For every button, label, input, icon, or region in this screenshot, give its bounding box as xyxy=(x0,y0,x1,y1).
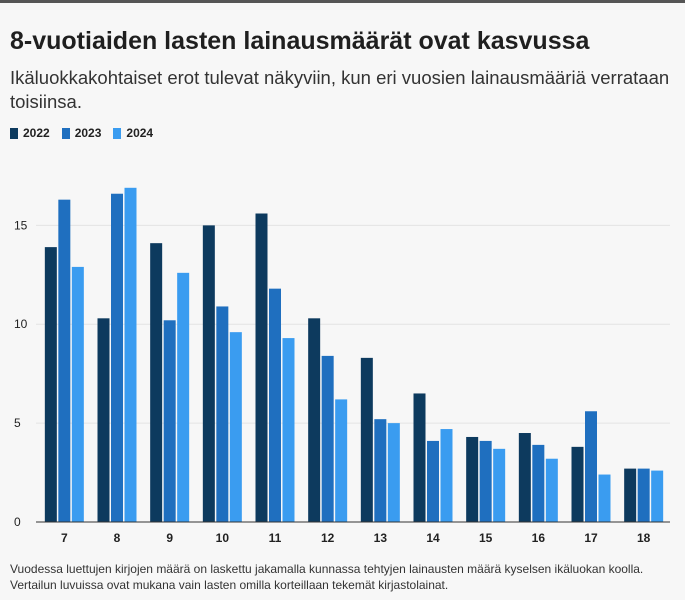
legend-label: 2024 xyxy=(126,126,154,140)
y-tick-label: 5 xyxy=(14,416,21,430)
x-tick-label: 10 xyxy=(216,531,230,545)
bar-2023-15 xyxy=(479,440,492,522)
x-tick-label: 17 xyxy=(584,531,598,545)
legend-item-2024: 2024 xyxy=(113,126,153,140)
bar-2024-17 xyxy=(598,474,611,522)
legend-label: 2023 xyxy=(74,126,102,140)
x-tick-label: 9 xyxy=(166,531,173,545)
x-tick-label: 16 xyxy=(532,531,546,545)
y-tick-label: 0 xyxy=(14,515,21,529)
bar-2022-16 xyxy=(518,433,531,522)
x-tick-label: 7 xyxy=(61,531,68,545)
bar-2023-8 xyxy=(111,193,123,522)
legend-item-2022: 2022 xyxy=(10,126,50,140)
bar-2022-9 xyxy=(150,243,163,522)
chart-legend: 2022 2023 2024 xyxy=(10,126,153,140)
bar-2024-10 xyxy=(229,332,242,522)
x-tick-label: 13 xyxy=(374,531,388,545)
legend-swatch xyxy=(10,127,18,139)
bar-2024-11 xyxy=(282,338,295,522)
legend-swatch xyxy=(61,127,70,139)
bar-2024-14 xyxy=(440,429,453,522)
bar-2024-8 xyxy=(124,187,137,522)
chart-footnote: Vuodessa luettujen kirjojen määrä on las… xyxy=(10,562,644,592)
bar-2024-12 xyxy=(335,399,348,522)
bar-2022-13 xyxy=(360,357,373,522)
bar-2022-10 xyxy=(202,225,215,522)
legend-swatch xyxy=(113,127,122,139)
y-tick-label: 15 xyxy=(14,218,28,232)
bar-chart: 0 5 10 15 7 8 9 10 11 12 13 14 15 16 17 18 xyxy=(14,187,670,545)
bar-2023-13 xyxy=(374,419,387,522)
bar-2024-13 xyxy=(387,423,400,522)
bar-2022-15 xyxy=(466,436,479,522)
bar-2022-14 xyxy=(413,393,426,522)
bar-2022-12 xyxy=(308,318,321,522)
bar-2023-14 xyxy=(427,440,439,522)
bar-2023-11 xyxy=(269,288,281,522)
bar-2022-7 xyxy=(44,247,57,522)
bar-2024-15 xyxy=(493,448,506,522)
x-tick-label: 15 xyxy=(479,531,493,545)
bar-2022-17 xyxy=(571,446,584,522)
bar-2022-18 xyxy=(624,468,637,522)
x-tick-label: 8 xyxy=(114,531,121,545)
x-tick-label: 14 xyxy=(426,531,440,545)
bar-2022-8 xyxy=(97,318,110,522)
bar-2023-9 xyxy=(163,320,176,522)
legend-label: 2022 xyxy=(23,126,50,140)
legend-item-2023: 2023 xyxy=(61,126,102,140)
y-tick-label: 10 xyxy=(14,317,28,331)
bar-2023-18 xyxy=(637,468,650,522)
bar-2023-16 xyxy=(532,444,545,522)
chart-title: 8-vuotiaiden lasten lainausmäärät ovat k… xyxy=(10,27,590,55)
bar-2024-18 xyxy=(651,470,664,522)
top-bar xyxy=(0,0,685,3)
x-tick-label: 11 xyxy=(269,531,282,545)
bar-2023-10 xyxy=(216,306,229,522)
bar-2023-12 xyxy=(321,355,334,522)
bar-2024-7 xyxy=(71,266,84,522)
x-tick-label: 18 xyxy=(637,531,651,545)
bar-2024-16 xyxy=(545,458,558,522)
bar-2023-7 xyxy=(58,199,71,523)
bar-2024-9 xyxy=(177,272,190,522)
chart-subtitle: Ikäluokkakohtaiset erot tulevat näkyviin… xyxy=(10,67,670,112)
bar-2023-17 xyxy=(585,411,597,522)
x-tick-label: 12 xyxy=(321,531,335,545)
bar-2022-11 xyxy=(255,213,268,522)
